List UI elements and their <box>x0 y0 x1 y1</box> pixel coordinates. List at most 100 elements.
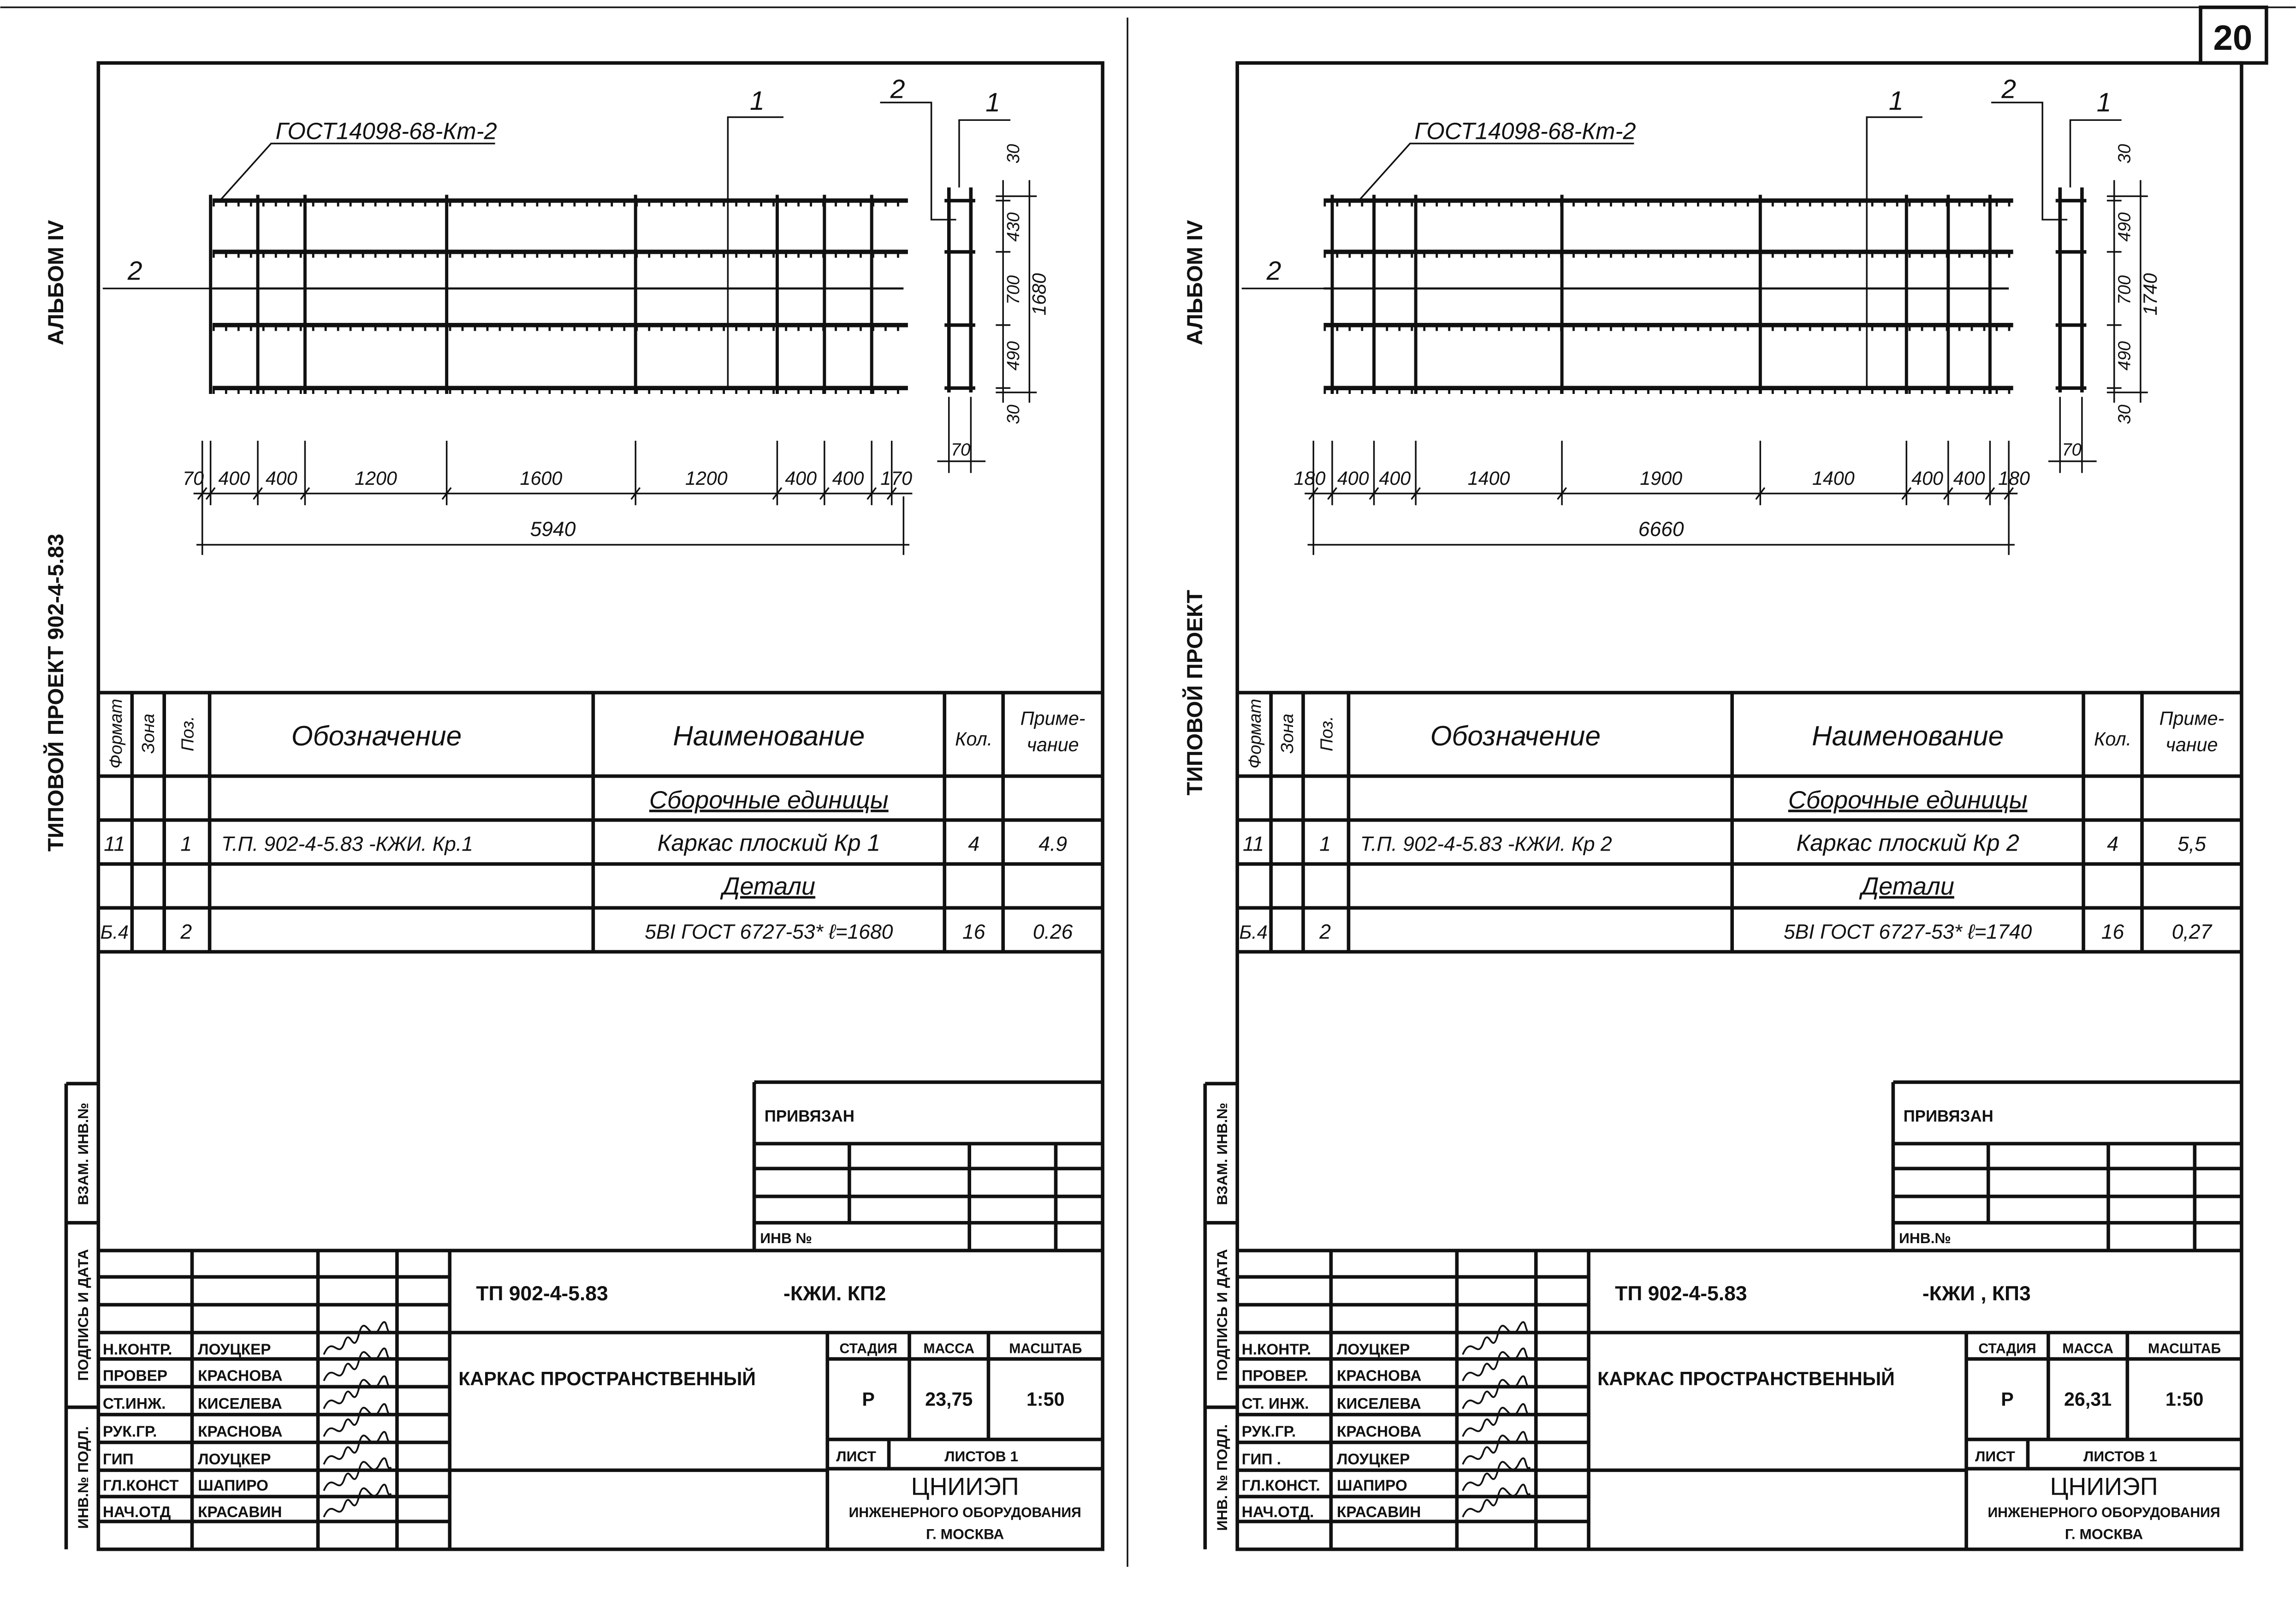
stamp-replaces: ВЗАМ. ИНВ.№ <box>75 1102 91 1205</box>
header-designation: Обозначение <box>1430 720 1601 751</box>
mass-label: МАССА <box>2062 1341 2113 1356</box>
role-label: ПРОВЕР <box>103 1368 167 1385</box>
mass-value: 23,75 <box>925 1389 973 1410</box>
pos2-section-label: 2 <box>890 75 905 104</box>
document-suffix: -КЖИ. КП2 <box>783 1282 886 1305</box>
row-2-name: 5ВI ГОСТ 6727-53* ℓ=1680 <box>645 921 893 943</box>
drawing-name: КАРКАС ПРОСТРАНСТВЕННЫЙ <box>1597 1368 1895 1389</box>
section-dimensions: 30 430 700 490 30 <box>1004 144 1023 424</box>
row-2-pos: 2 <box>180 921 192 943</box>
dimension-label: 1400 <box>1812 468 1855 489</box>
pos2-left-label: 2 <box>1266 256 1281 286</box>
margin-stamp: ВЗАМ. ИНВ.№ ПОДПИСЬ И ДАТА ИНВ. № ПОДЛ. <box>1203 1082 1238 1549</box>
cross-section: 30 490 700 490 30 1740 70 2 1 <box>1991 75 2161 473</box>
role-label: РУК.ГР. <box>1242 1423 1296 1440</box>
dimension-tick <box>1901 487 1912 500</box>
sheet-right: АЛЬБОМ IV ТИПОВОЙ ПРОЕКТ ВЗАМ. ИНВ.№ ПОД… <box>1182 61 2243 1551</box>
dimension-tick <box>819 487 830 500</box>
role-person: КРАСНОВА <box>1337 1368 1421 1385</box>
role-person: ШАПИРО <box>198 1477 268 1495</box>
header-note-2: чание <box>1027 734 1079 756</box>
role-label: РУК.ГР. <box>103 1423 157 1440</box>
header-zone: Зона <box>1278 714 1297 754</box>
row-1-pos: 1 <box>180 833 192 855</box>
section-dimension-label: 430 <box>1004 212 1023 242</box>
row-1-note: 4.9 <box>1038 833 1067 855</box>
section-dimension-label: 30 <box>2115 144 2135 163</box>
specification-table: Формат Зона Поз. Обозначение Наименовани… <box>98 691 1103 954</box>
dimension-tick <box>197 487 208 500</box>
project-label: ТИПОВОЙ ПРОЕКТ 902-4-5.83 <box>43 534 68 852</box>
section-total-height: 1680 <box>1028 273 1050 316</box>
header-note-2: чание <box>2166 734 2218 756</box>
section-dimension-label: 490 <box>2115 212 2135 242</box>
row-1-pos: 1 <box>1319 833 1331 855</box>
dimension-label: 400 <box>1337 468 1369 489</box>
length-dimensions: 70 400 400 1200 1600 1200 400 400 170 5940 <box>183 441 913 555</box>
sheet-frame <box>1235 61 2243 1551</box>
role-label: НАЧ.ОТД. <box>1242 1504 1314 1521</box>
sheet-content: АЛЬБОМ IV ТИПОВОЙ ПРОЕКТ ВЗАМ. ИНВ.№ ПОД… <box>1182 61 2243 1551</box>
role-person: КРАСАВИН <box>198 1504 282 1521</box>
gost-label: ГОСТ14098-68-Кт-2 <box>1414 118 1636 144</box>
row-2-name: 5ВI ГОСТ 6727-53* ℓ=1740 <box>1784 921 2032 943</box>
signature <box>1462 1457 1531 1491</box>
role-person: КРАСАВИН <box>1337 1504 1421 1521</box>
dimension-label: 1900 <box>1640 468 1682 489</box>
dimension-tick <box>630 487 641 500</box>
dimension-tick <box>866 487 877 500</box>
dimension-label: 180 <box>1294 468 1326 489</box>
header-note-1: Приме- <box>2160 708 2225 729</box>
org-city: Г. МОСКВА <box>2065 1525 2143 1542</box>
role-label: СТ.ИНЖ. <box>103 1395 166 1412</box>
pos1-section-label: 1 <box>985 88 1000 117</box>
signature <box>323 1347 392 1382</box>
dimension-label: 170 <box>880 468 912 489</box>
inv-no-label: ИНВ.№ <box>1899 1230 1951 1246</box>
org-name: ЦНИИЭП <box>911 1473 1019 1501</box>
role-person: КРАСНОВА <box>198 1368 282 1385</box>
row-1-format: 11 <box>104 833 125 855</box>
dimension-tick <box>300 487 310 500</box>
frame-drawing: ГОСТ14098-68-Кт-2 2 1 180 400 400 1400 1900 1… <box>1241 75 2161 555</box>
bars <box>209 195 908 394</box>
dimension-label: 400 <box>1379 468 1411 489</box>
scale-label: МАСШТАБ <box>1009 1341 1082 1356</box>
dimension-tick <box>441 487 452 500</box>
bars <box>1323 195 2013 394</box>
signature <box>323 1321 392 1355</box>
stage-label: СТАДИЯ <box>1978 1341 2036 1356</box>
role-label: ПРОВЕР. <box>1242 1368 1308 1385</box>
header-name: Наименование <box>673 720 865 751</box>
project-label: ТИПОВОЙ ПРОЕКТ <box>1182 590 1207 796</box>
stage-value: Р <box>2001 1389 2014 1410</box>
row-2-pos: 2 <box>1319 921 1331 943</box>
stamp-replaces: ВЗАМ. ИНВ.№ <box>1214 1102 1230 1205</box>
dimension-tick <box>205 487 216 500</box>
signature <box>323 1431 392 1465</box>
org-city: Г. МОСКВА <box>926 1525 1004 1542</box>
gost-label: ГОСТ14098-68-Кт-2 <box>275 118 497 144</box>
section-dimension-label: 700 <box>1004 275 1023 305</box>
role-person: ШАПИРО <box>1337 1477 1407 1495</box>
dimension-label: 70 <box>183 468 204 489</box>
document-code: ТП 902-4-5.83 <box>476 1282 608 1305</box>
mass-label: МАССА <box>923 1341 974 1356</box>
stamp-inv-original: ИНВ. № ПОДЛ. <box>1214 1424 1230 1531</box>
dimension-tick <box>886 487 897 500</box>
header-format: Формат <box>1246 699 1265 768</box>
dimension-label: 400 <box>785 468 817 489</box>
row-2-format: Б.4 <box>1239 922 1267 943</box>
role-label: ГИП . <box>1242 1451 1281 1468</box>
gost-leader <box>219 143 495 202</box>
length-dimensions: 180 400 400 1400 1900 1400 400 400 180 6660 <box>1294 441 2030 555</box>
role-person: ЛОУЦКЕР <box>1337 1341 1410 1358</box>
dimension-tick <box>1308 487 1319 500</box>
role-label: ГЛ.КОНСТ. <box>1242 1477 1320 1495</box>
pos2-left-label: 2 <box>127 256 142 286</box>
signature <box>323 1483 392 1518</box>
page-number: 20 <box>2213 18 2252 58</box>
header-qty: Кол. <box>2094 728 2131 750</box>
org-line-2: ИНЖЕНЕРНОГО ОБОРУДОВАНИЯ <box>849 1505 1081 1520</box>
